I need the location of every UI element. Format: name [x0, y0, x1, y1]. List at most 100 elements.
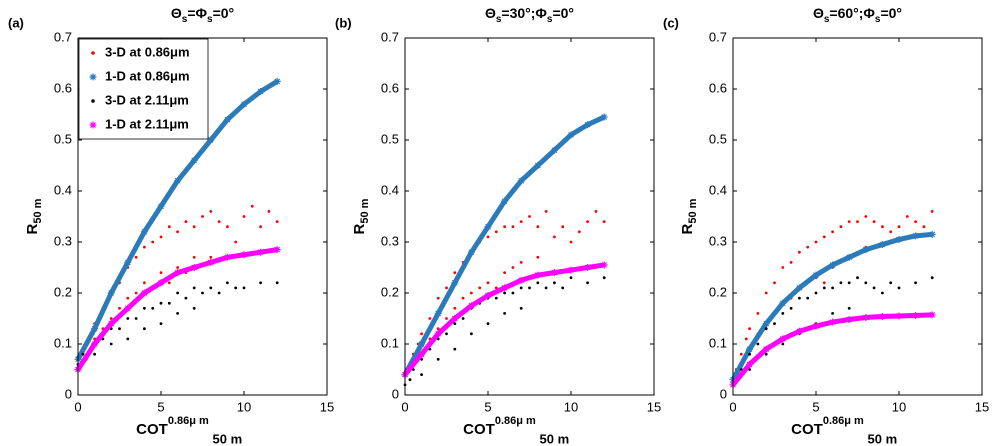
point: [756, 342, 760, 346]
point: [484, 292, 492, 300]
point: [881, 291, 884, 295]
point: [600, 261, 608, 269]
point: [831, 312, 834, 315]
point: [511, 225, 515, 229]
point: [436, 296, 440, 300]
y-axis-label: R50 m: [351, 198, 371, 234]
title-part: s: [875, 14, 881, 25]
y-tick-label: 0.7: [54, 29, 72, 44]
point: [503, 312, 506, 315]
point: [781, 312, 785, 315]
point: [748, 352, 751, 356]
point: [453, 306, 457, 310]
point: [209, 210, 213, 213]
point: [602, 276, 606, 280]
point: [814, 291, 818, 295]
point: [240, 251, 248, 259]
point: [912, 232, 920, 240]
point: [847, 220, 851, 224]
title-part: Θ: [171, 5, 182, 21]
point: [124, 304, 132, 312]
point: [418, 350, 426, 358]
point: [91, 325, 99, 333]
point: [814, 240, 818, 244]
point: [569, 240, 573, 244]
point: [897, 286, 901, 290]
point: [928, 311, 936, 319]
y-tick-label: 0.5: [54, 131, 72, 146]
point: [428, 317, 432, 320]
point: [773, 322, 776, 325]
point: [451, 315, 459, 322]
point: [550, 269, 558, 277]
point: [257, 88, 265, 96]
x-tick-label: 5: [812, 399, 819, 414]
point: [420, 373, 423, 376]
point: [567, 266, 575, 274]
point: [184, 220, 188, 224]
title-part: Θ: [813, 5, 824, 21]
title-part: s: [824, 14, 830, 25]
x-tick-label: 0: [74, 399, 81, 414]
point: [190, 156, 198, 164]
legend-box: [78, 38, 209, 140]
point: [781, 342, 785, 346]
point: [453, 322, 457, 325]
point: [594, 210, 598, 213]
point: [822, 281, 826, 285]
point: [209, 255, 213, 259]
point: [418, 340, 426, 348]
title-part: =0°: [880, 5, 902, 21]
point: [847, 306, 851, 310]
point: [779, 335, 787, 343]
point: [217, 220, 221, 224]
point: [157, 279, 165, 287]
x-tick-label: 15: [975, 399, 989, 414]
y-tick-label: 0.3: [709, 233, 727, 248]
point: [167, 281, 171, 285]
point: [878, 312, 886, 320]
point: [167, 301, 171, 305]
point: [872, 220, 876, 224]
legend-label: 3-D at 0.86μm: [105, 44, 190, 59]
point: [109, 317, 113, 320]
point: [223, 253, 231, 261]
point: [91, 340, 99, 348]
point: [806, 296, 810, 300]
point: [223, 116, 231, 124]
chart-title: Θs=Φs=0°: [171, 5, 234, 25]
point: [494, 230, 498, 234]
point: [773, 281, 776, 285]
point: [93, 352, 96, 356]
point: [897, 225, 901, 229]
point: [856, 220, 859, 224]
point: [795, 284, 803, 292]
point: [503, 225, 506, 229]
point: [930, 210, 934, 213]
point: [586, 281, 589, 285]
point: [151, 306, 155, 310]
title-part: s: [182, 14, 188, 25]
point: [140, 289, 148, 297]
point: [528, 215, 531, 218]
point: [602, 220, 606, 224]
point: [184, 296, 188, 300]
point: [234, 240, 238, 244]
point: [176, 312, 180, 315]
point: [862, 246, 870, 254]
point: [494, 296, 498, 300]
title-part: s: [547, 14, 553, 25]
y-tick-label: 0.6: [709, 80, 727, 95]
point: [789, 261, 793, 264]
point: [812, 322, 820, 330]
point: [889, 230, 893, 234]
point: [798, 250, 801, 254]
point: [467, 302, 475, 310]
point: [569, 276, 573, 280]
x-tick-label: 5: [157, 399, 164, 414]
point: [240, 100, 248, 108]
point: [470, 291, 473, 295]
point: [242, 215, 246, 218]
y-tick-label: 0.2: [381, 284, 399, 299]
